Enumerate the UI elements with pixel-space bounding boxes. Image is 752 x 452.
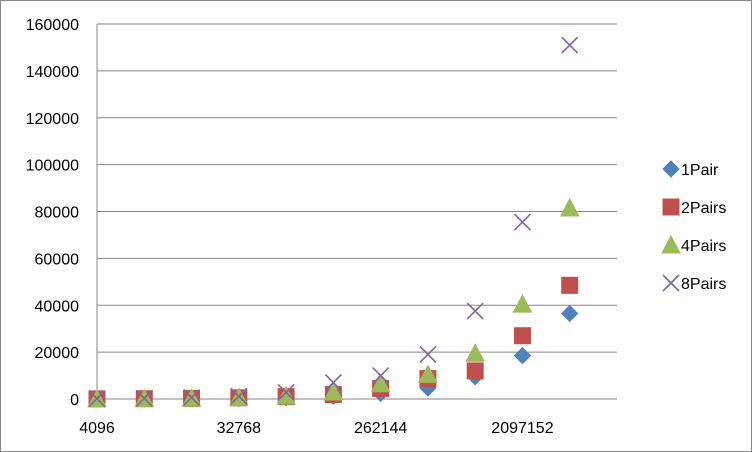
data-point xyxy=(559,197,580,217)
y-tick-label: 20000 xyxy=(35,345,80,362)
legend-item-2pairs: 2Pairs xyxy=(662,198,726,217)
legend: 1Pair 2Pairs 4Pairs 8Pairs xyxy=(661,160,726,293)
x-tick-label: 32768 xyxy=(217,420,262,437)
data-point xyxy=(372,366,390,385)
y-axis-tick-labels: 0 20000 40000 60000 80000 100000 120000 140000 1… xyxy=(26,17,79,409)
y-tick-label: 0 xyxy=(70,392,79,409)
x-tick-label: 4096 xyxy=(79,420,115,437)
data-point xyxy=(513,213,532,231)
legend-marker-icon xyxy=(662,198,680,216)
data-point xyxy=(370,373,391,393)
series-marks xyxy=(87,36,580,408)
data-point xyxy=(513,346,532,365)
y-tick-label: 60000 xyxy=(35,251,80,268)
data-point xyxy=(324,374,342,392)
data-point xyxy=(323,381,344,401)
gridlines xyxy=(97,23,617,353)
data-point xyxy=(419,345,437,364)
legend-label: 4Pairs xyxy=(681,238,726,255)
data-point xyxy=(135,389,153,407)
series-4pairs xyxy=(87,197,580,408)
data-point xyxy=(512,294,533,313)
legend-label: 1Pair xyxy=(681,162,719,179)
legend-marker-icon xyxy=(661,234,681,254)
legend-marker-icon xyxy=(662,160,680,178)
data-point xyxy=(466,362,484,380)
data-point xyxy=(466,302,484,320)
y-tick-label: 40000 xyxy=(35,298,80,315)
legend-label: 8Pairs xyxy=(681,276,726,293)
y-tick-label: 120000 xyxy=(26,111,79,128)
data-point xyxy=(230,387,248,405)
legend-item-8pairs: 8Pairs xyxy=(662,274,726,293)
data-point xyxy=(276,385,296,405)
data-point xyxy=(561,276,579,294)
y-tick-label: 160000 xyxy=(26,17,79,34)
legend-item-4pairs: 4Pairs xyxy=(661,234,726,255)
y-tick-label: 100000 xyxy=(26,158,79,175)
x-axis-tick-labels: 4096 32768 262144 2097152 xyxy=(79,420,553,437)
y-tick-label: 140000 xyxy=(26,64,79,81)
data-point xyxy=(418,364,438,383)
legend-label: 2Pairs xyxy=(681,200,726,217)
data-point xyxy=(88,390,106,408)
x-tick-label: 2097152 xyxy=(491,420,553,437)
data-point xyxy=(561,304,579,323)
data-point xyxy=(561,36,579,54)
data-point xyxy=(465,343,486,362)
series-8pairs xyxy=(88,36,579,408)
data-point xyxy=(513,327,531,345)
x-tick-label: 262144 xyxy=(354,420,407,437)
y-tick-label: 80000 xyxy=(35,205,80,222)
legend-marker-icon xyxy=(662,274,680,292)
data-point xyxy=(277,383,295,402)
legend-item-1pair: 1Pair xyxy=(662,160,719,179)
data-point xyxy=(182,389,201,407)
